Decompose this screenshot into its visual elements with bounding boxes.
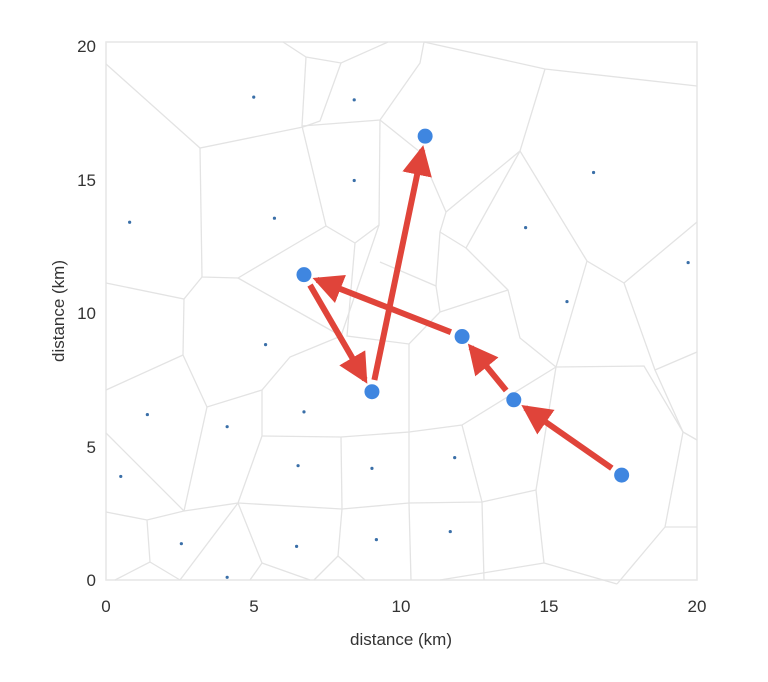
route-arrow	[307, 283, 368, 384]
seed-point	[302, 410, 306, 414]
route-point	[454, 329, 470, 345]
seed-point	[448, 529, 452, 534]
seed-point	[296, 464, 300, 468]
seed-point	[352, 178, 356, 183]
seed-point	[263, 343, 268, 347]
x-tick-label: 10	[392, 597, 411, 616]
y-tick-label: 5	[87, 438, 96, 457]
x-tick-label: 15	[540, 597, 559, 616]
x-tick-label: 0	[101, 597, 110, 616]
route-point	[296, 267, 312, 283]
seed-point	[225, 425, 229, 429]
seed-points	[119, 95, 690, 579]
x-tick-label: 5	[249, 597, 258, 616]
route-arrow	[521, 405, 614, 471]
seed-point	[591, 170, 596, 175]
seed-point	[374, 538, 378, 542]
voronoi-edges	[105, 41, 698, 585]
route-arrow	[312, 275, 452, 335]
y-tick-label: 15	[77, 171, 96, 190]
seed-point	[225, 575, 229, 579]
seed-point	[370, 466, 374, 470]
seed-point	[524, 226, 528, 230]
seed-point	[145, 412, 149, 417]
route-arrow	[371, 145, 432, 381]
seed-point	[252, 95, 256, 99]
x-axis-label: distance (km)	[350, 630, 452, 649]
y-axis-label: distance (km)	[49, 260, 68, 362]
seed-point	[119, 474, 123, 479]
y-axis: 0 5 10 15 20 distance (km)	[49, 37, 96, 590]
seed-point	[128, 220, 132, 224]
y-tick-label: 0	[87, 571, 96, 590]
plot-frame	[105, 41, 698, 581]
seed-point	[686, 260, 690, 265]
route-point	[417, 128, 433, 144]
route-point	[614, 467, 630, 483]
route-arrow	[467, 343, 509, 393]
seed-point	[565, 299, 569, 304]
x-tick-label: 20	[688, 597, 707, 616]
route-point	[506, 392, 522, 408]
y-tick-label: 10	[77, 304, 96, 323]
route-points	[296, 128, 630, 483]
seed-point	[272, 216, 277, 220]
route-point	[364, 384, 380, 400]
seed-point	[352, 98, 356, 102]
seed-point	[453, 456, 457, 460]
seed-point	[179, 542, 183, 546]
y-tick-label: 20	[77, 37, 96, 56]
x-axis: 0 5 10 15 20 distance (km)	[101, 597, 706, 649]
seed-point	[294, 544, 299, 548]
route-arrows	[307, 145, 614, 471]
